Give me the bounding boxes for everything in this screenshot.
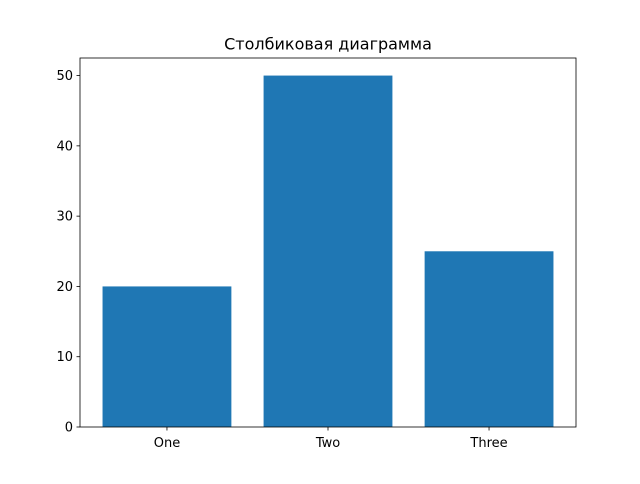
x-tick-label: Three <box>469 436 507 451</box>
y-tick-label: 40 <box>56 139 73 154</box>
chart-title: Столбиковая диаграмма <box>224 35 432 54</box>
axes-frame <box>79 57 577 428</box>
y-tick-label: 0 <box>65 421 73 436</box>
y-tick-label: 10 <box>56 350 73 365</box>
x-tick-label: Two <box>315 436 340 451</box>
bar-three <box>424 251 554 427</box>
bar-two <box>263 75 393 428</box>
bar-one <box>102 286 232 427</box>
y-tick-label: 20 <box>56 280 73 295</box>
y-tick-label: 30 <box>56 210 73 225</box>
x-tick-label: One <box>154 436 180 451</box>
y-tick-label: 50 <box>56 69 73 84</box>
